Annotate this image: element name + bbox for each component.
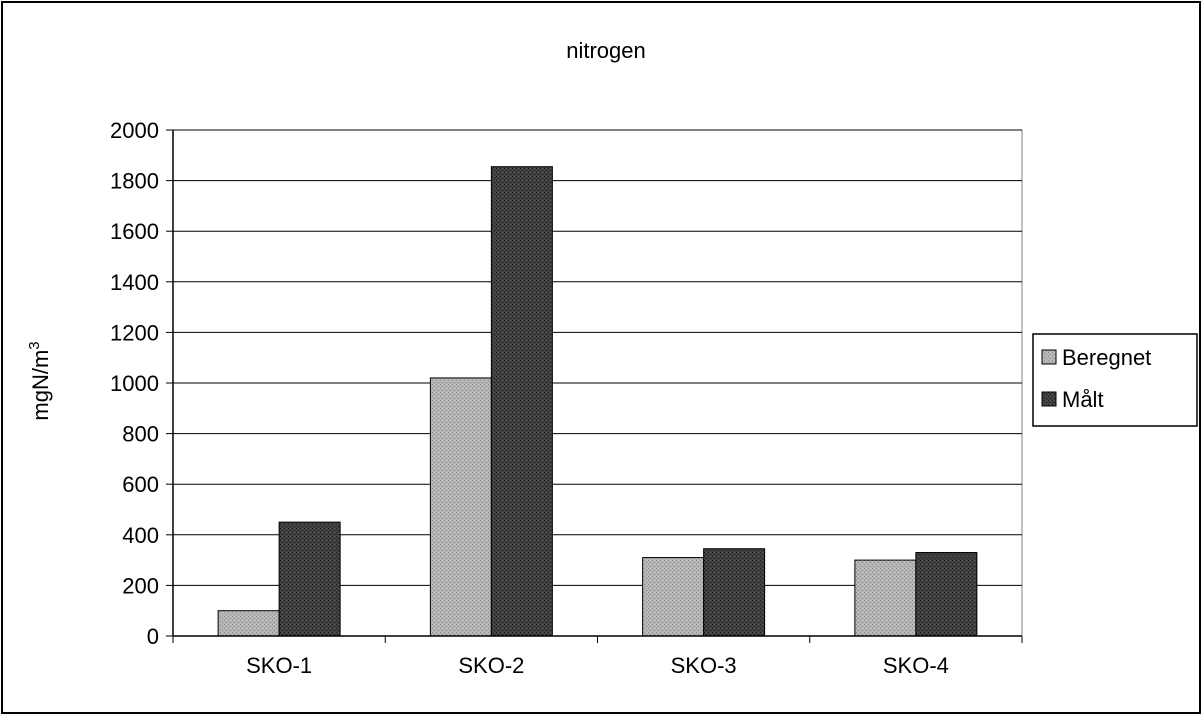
y-tick-label: 200: [122, 573, 159, 598]
bar-layer: [217, 166, 978, 637]
bar-beregnet-sko-1: [217, 610, 280, 637]
y-tick-label: 400: [122, 523, 159, 548]
y-tick-label: 1600: [110, 219, 159, 244]
category-label-layer: SKO-1 SKO-2 SKO-3 SKO-4: [246, 653, 949, 678]
bar-malt-sko-3: [703, 548, 766, 637]
legend-box: [1032, 333, 1198, 427]
y-tick-label: 1200: [110, 320, 159, 345]
legend-label-beregnet: Beregnet: [1062, 345, 1151, 370]
x-category-label: SKO-4: [883, 653, 949, 678]
legend: Beregnet Målt: [1032, 333, 1198, 427]
y-axis-label-base: mgN/m: [28, 350, 53, 421]
legend-swatch-beregnet: [1041, 349, 1057, 365]
y-tick-label: 1800: [110, 169, 159, 194]
tick-label-layer: 0 200 400 600 800 1000 1200 1400 1600 1800 2000: [110, 118, 159, 649]
y-tick-label: 800: [122, 422, 159, 447]
x-category-label: SKO-2: [458, 653, 524, 678]
chart-title: nitrogen: [566, 38, 646, 63]
bar-beregnet-sko-3: [642, 557, 705, 637]
bar-malt-sko-4: [915, 552, 978, 637]
bar-beregnet-sko-2: [429, 377, 492, 637]
y-axis-label-sup: 3: [26, 341, 43, 349]
x-category-label: SKO-3: [671, 653, 737, 678]
y-tick-label: 0: [147, 624, 159, 649]
bar-malt-sko-1: [278, 521, 341, 637]
legend-label-malt: Målt: [1062, 387, 1104, 412]
legend-swatch-malt: [1041, 391, 1057, 407]
y-tick-label: 2000: [110, 118, 159, 143]
y-tick-label: 1400: [110, 270, 159, 295]
y-tick-label: 600: [122, 472, 159, 497]
bar-malt-sko-2: [490, 166, 553, 637]
axis-layer: [166, 129, 1023, 643]
bar-beregnet-sko-4: [854, 559, 917, 637]
y-tick-label: 1000: [110, 371, 159, 396]
x-category-label: SKO-1: [246, 653, 312, 678]
y-axis-label: mgN/m3: [26, 341, 53, 420]
